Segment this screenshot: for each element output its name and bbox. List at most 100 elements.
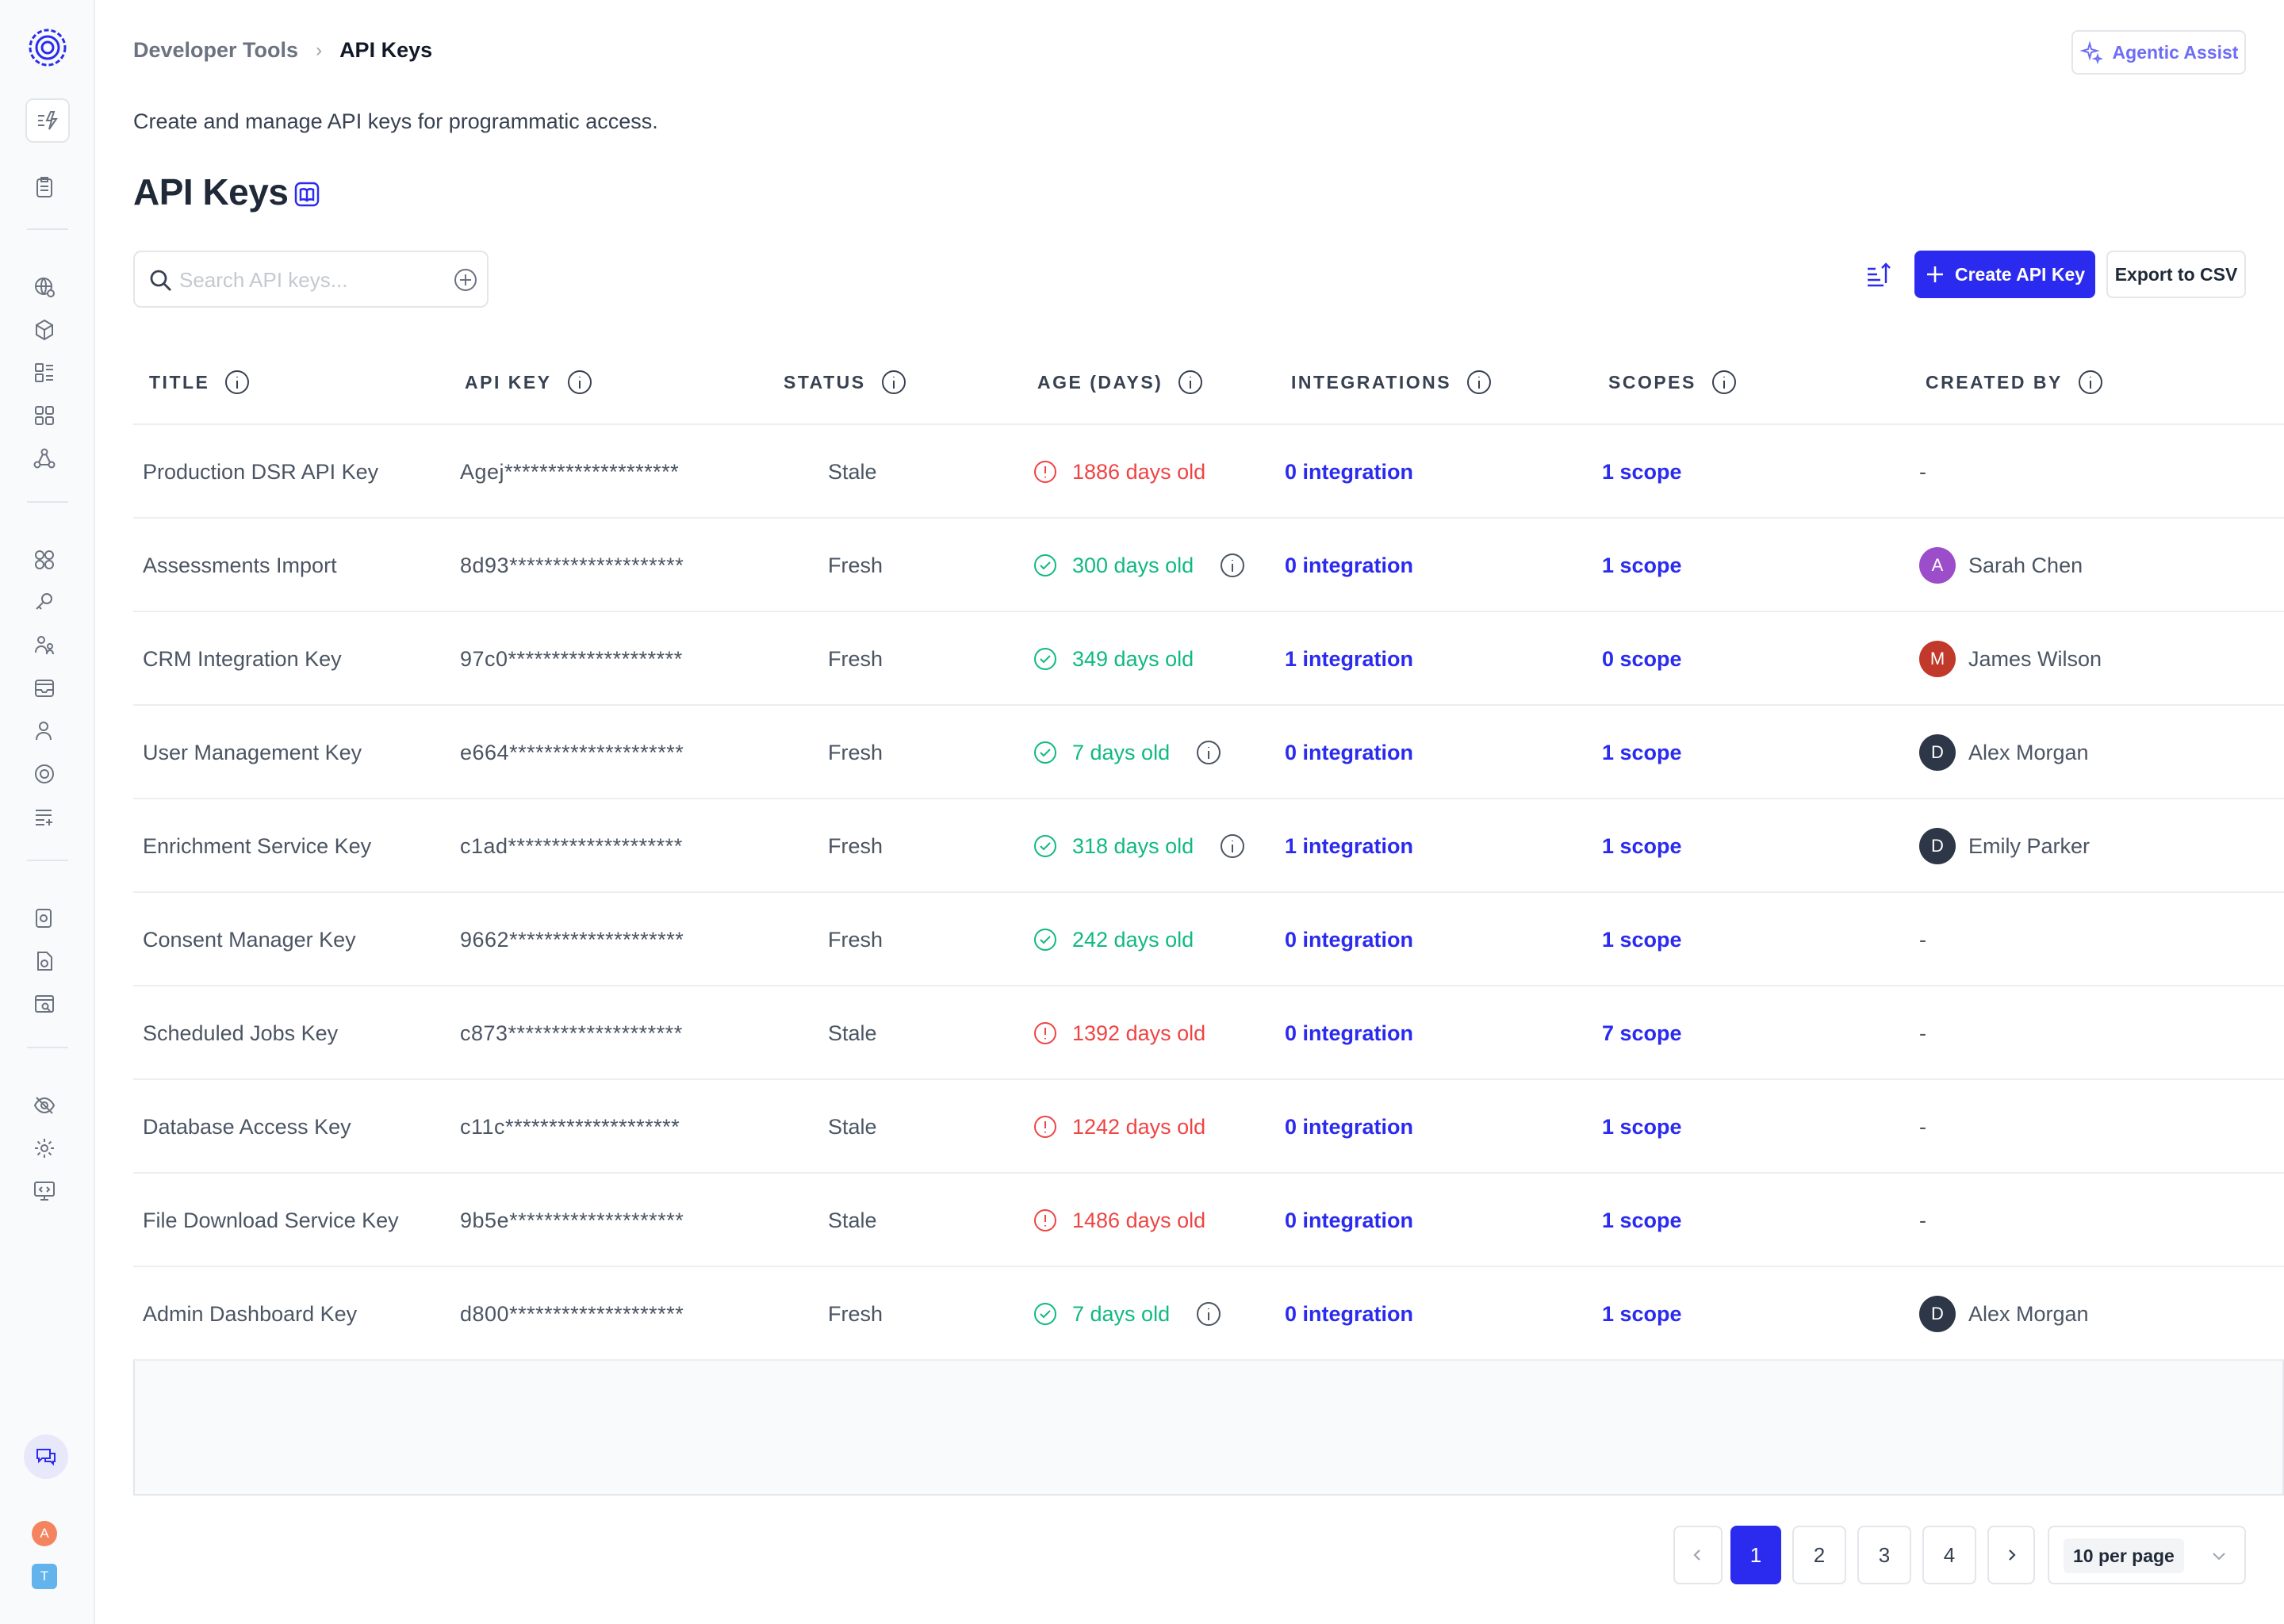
scopes-link[interactable]: 1 scope xyxy=(1602,740,1682,764)
agentic-assist-button[interactable]: Agentic Assist xyxy=(2071,30,2246,75)
document-sync-icon[interactable] xyxy=(30,947,59,975)
data-grid-icon[interactable] xyxy=(30,358,59,387)
scopes-link[interactable]: 1 scope xyxy=(1602,553,1682,577)
integrations-link[interactable]: 0 integration xyxy=(1285,927,1414,952)
key-title[interactable]: Production DSR API Key xyxy=(143,459,379,484)
status-text: Fresh xyxy=(828,553,883,577)
info-icon[interactable] xyxy=(224,369,251,396)
table-row[interactable]: Enrichment Service Key c1ad**************… xyxy=(133,799,2284,893)
app-logo-icon[interactable] xyxy=(27,27,68,68)
table-row[interactable]: CRM Integration Key 97c0*****************… xyxy=(133,612,2284,706)
info-icon[interactable] xyxy=(566,369,593,396)
table-row[interactable]: Database Access Key c11c*****************… xyxy=(133,1080,2284,1174)
network-icon[interactable] xyxy=(30,444,59,473)
info-icon[interactable] xyxy=(1466,369,1493,396)
key-title[interactable]: Enrichment Service Key xyxy=(143,833,372,858)
table-row[interactable]: File Download Service Key 9b5e***********… xyxy=(133,1174,2284,1267)
key-title[interactable]: Scheduled Jobs Key xyxy=(143,1021,339,1045)
avatar: D xyxy=(1919,828,1956,864)
globe-icon[interactable] xyxy=(30,273,59,301)
info-icon[interactable] xyxy=(1711,369,1738,396)
header-col-age[interactable]: AGE (DAYS) xyxy=(1037,339,1204,425)
key-title[interactable]: CRM Integration Key xyxy=(143,646,342,671)
scopes-link[interactable]: 1 scope xyxy=(1602,927,1682,952)
list-add-icon[interactable] xyxy=(30,802,59,831)
header-col-integrations[interactable]: INTEGRATIONS xyxy=(1291,339,1493,425)
pagination-page-3[interactable]: 3 xyxy=(1857,1526,1911,1584)
integrations-link[interactable]: 0 integration xyxy=(1285,1021,1414,1045)
gear-icon[interactable] xyxy=(30,1134,59,1162)
document-shield-icon[interactable] xyxy=(30,904,59,933)
scopes-link[interactable]: 7 scope xyxy=(1602,1021,1682,1045)
documentation-book-icon[interactable] xyxy=(293,181,320,208)
browser-search-icon[interactable] xyxy=(30,990,59,1018)
scopes-link[interactable]: 1 scope xyxy=(1602,1301,1682,1326)
key-title[interactable]: Database Access Key xyxy=(143,1114,351,1139)
info-icon[interactable] xyxy=(1219,552,1246,579)
sidebar-user-avatar[interactable]: A xyxy=(32,1521,57,1546)
scopes-link[interactable]: 0 scope xyxy=(1602,646,1682,671)
scopes-link[interactable]: 1 scope xyxy=(1602,833,1682,858)
table-row[interactable]: User Management Key e664*****************… xyxy=(133,706,2284,799)
clipboard-icon[interactable] xyxy=(30,173,59,201)
integrations-link[interactable]: 1 integration xyxy=(1285,833,1414,858)
inbox-icon[interactable] xyxy=(30,674,59,703)
integrations-link[interactable]: 0 integration xyxy=(1285,553,1414,577)
integrations-link[interactable]: 0 integration xyxy=(1285,740,1414,764)
key-title[interactable]: Admin Dashboard Key xyxy=(143,1301,358,1326)
integrations-link[interactable]: 0 integration xyxy=(1285,1208,1414,1232)
apps-icon[interactable] xyxy=(30,401,59,430)
header-col-title[interactable]: TITLE xyxy=(149,339,251,425)
pagination-page-4[interactable]: 4 xyxy=(1922,1526,1976,1584)
create-api-key-button[interactable]: Create API Key xyxy=(1914,251,2095,298)
table-row[interactable]: Production DSR API Key Agej**************… xyxy=(133,425,2284,519)
table-row[interactable]: Assessments Import 8d93******************… xyxy=(133,519,2284,612)
header-col-created-by[interactable]: CREATED BY xyxy=(1926,339,2104,425)
eye-off-icon[interactable] xyxy=(30,1091,59,1120)
user-icon[interactable] xyxy=(30,717,59,745)
header-col-api-key[interactable]: API KEY xyxy=(465,339,593,425)
compass-icon[interactable] xyxy=(30,760,59,788)
sort-icon[interactable] xyxy=(1864,259,1892,288)
key-title[interactable]: File Download Service Key xyxy=(143,1208,399,1232)
scopes-link[interactable]: 1 scope xyxy=(1602,1208,1682,1232)
integrations-link[interactable]: 0 integration xyxy=(1285,459,1414,484)
table-row[interactable]: Admin Dashboard Key d800*****************… xyxy=(133,1267,2284,1361)
table-row[interactable]: Scheduled Jobs Key c873******************… xyxy=(133,986,2284,1080)
chat-support-icon[interactable] xyxy=(24,1434,68,1479)
info-icon[interactable] xyxy=(1177,369,1204,396)
key-title[interactable]: Consent Manager Key xyxy=(143,927,356,952)
pagination-page-1[interactable]: 1 xyxy=(1730,1526,1781,1584)
pagination-next-button[interactable] xyxy=(1987,1526,2035,1584)
integrations-link[interactable]: 0 integration xyxy=(1285,1114,1414,1139)
key-title[interactable]: Assessments Import xyxy=(143,553,337,577)
cube-icon[interactable] xyxy=(30,316,59,344)
info-icon[interactable] xyxy=(1195,1300,1222,1327)
per-page-select[interactable]: 10 per page xyxy=(2048,1526,2246,1584)
export-csv-button[interactable]: Export to CSV xyxy=(2106,251,2246,298)
table-row[interactable]: Consent Manager Key 9662*****************… xyxy=(133,893,2284,986)
integrations-link[interactable]: 1 integration xyxy=(1285,646,1414,671)
integrations-link[interactable]: 0 integration xyxy=(1285,1301,1414,1326)
sidebar-workspace-avatar[interactable]: T xyxy=(32,1564,57,1589)
created-by-name: Alex Morgan xyxy=(1968,1301,2089,1326)
search-input[interactable] xyxy=(179,263,433,297)
pagination-prev-button[interactable] xyxy=(1673,1526,1723,1584)
info-icon[interactable] xyxy=(1219,833,1246,860)
breadcrumb-parent-link[interactable]: Developer Tools xyxy=(133,38,299,62)
header-col-status[interactable]: STATUS xyxy=(784,339,907,425)
info-icon[interactable] xyxy=(2077,369,2104,396)
key-title[interactable]: User Management Key xyxy=(143,740,362,764)
team-icon[interactable] xyxy=(30,631,59,660)
add-filter-icon[interactable] xyxy=(452,266,479,293)
quick-actions-icon[interactable] xyxy=(25,98,70,143)
pagination-page-2[interactable]: 2 xyxy=(1792,1526,1846,1584)
header-col-scopes[interactable]: SCOPES xyxy=(1608,339,1738,425)
scopes-link[interactable]: 1 scope xyxy=(1602,459,1682,484)
modules-icon[interactable] xyxy=(30,546,59,574)
info-icon[interactable] xyxy=(1195,739,1222,766)
integration-link-icon[interactable] xyxy=(30,588,59,617)
monitor-code-icon[interactable] xyxy=(30,1177,59,1205)
scopes-link[interactable]: 1 scope xyxy=(1602,1114,1682,1139)
info-icon[interactable] xyxy=(880,369,907,396)
